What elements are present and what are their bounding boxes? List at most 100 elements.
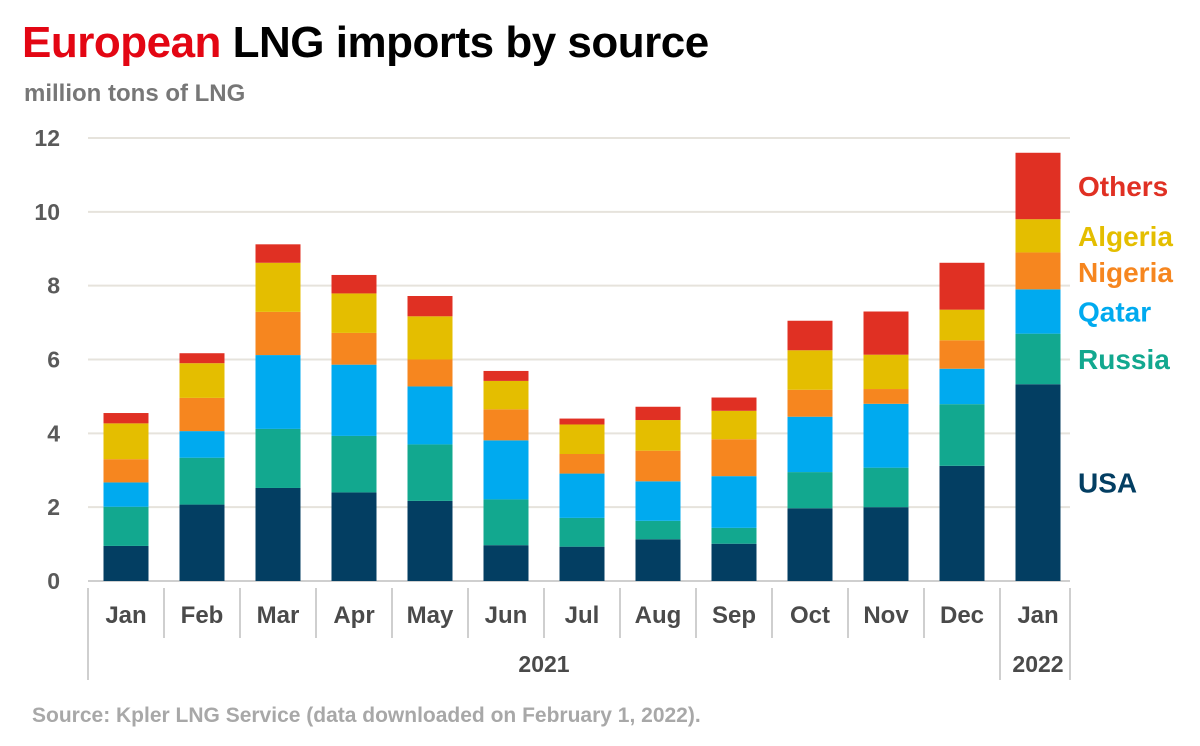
bar-segment-others [331, 274, 377, 294]
year-label: 2022 [1012, 651, 1063, 677]
y-tick-label: 0 [47, 568, 60, 594]
y-tick-label: 2 [47, 494, 60, 520]
bar-segment-algeria [1015, 219, 1061, 253]
bar-segment-algeria [863, 354, 909, 390]
bar-segment-usa [635, 539, 681, 581]
y-tick-label: 4 [47, 420, 60, 446]
bar-segment-usa [179, 504, 225, 581]
bar-segment-qatar [787, 416, 833, 473]
x-tick-label: Dec [940, 602, 984, 629]
bar-segment-others [103, 413, 149, 424]
x-tick-label: Jan [105, 602, 146, 629]
legend-label-russia: Russia [1078, 344, 1170, 375]
x-tick-label: Feb [181, 602, 224, 629]
x-tick-label: Jan [1017, 602, 1058, 629]
bar-segment-usa [939, 465, 985, 581]
bar-segment-others [863, 311, 909, 355]
bar-segment-russia [255, 428, 301, 488]
bar-segment-algeria [407, 316, 453, 360]
bar-segment-algeria [331, 293, 377, 333]
chart-title-accent: European [22, 18, 221, 67]
bar-segment-others [483, 370, 529, 381]
bar-segment-russia [939, 404, 985, 466]
bar-segment-usa [483, 545, 529, 581]
bar-segment-algeria [787, 350, 833, 390]
bar-segment-russia [179, 457, 225, 505]
bar-segment-qatar [483, 440, 529, 500]
bar-segment-usa [559, 546, 605, 581]
bars [103, 152, 1061, 581]
bar-segment-nigeria [559, 454, 605, 474]
y-tick-label: 10 [34, 199, 60, 225]
bar-segment-algeria [255, 262, 301, 312]
bar-segment-others [711, 397, 757, 411]
x-tick-label: Apr [333, 602, 374, 629]
legend-label-usa: USA [1078, 468, 1137, 499]
chart-subtitle: million tons of LNG [24, 80, 246, 107]
bar-segment-nigeria [255, 311, 301, 356]
chart-title-rest: LNG imports by source [220, 18, 710, 67]
bar-segment-qatar [255, 355, 301, 429]
bar-segment-russia [331, 435, 377, 493]
x-tick-label: Mar [257, 602, 300, 629]
bar-segment-qatar [559, 473, 605, 518]
x-tick-label: Nov [863, 602, 909, 629]
bar-segment-others [407, 296, 453, 317]
bar-segment-nigeria [103, 459, 149, 483]
chart-title: European LNG imports by source [22, 18, 709, 68]
legend-label-nigeria: Nigeria [1078, 257, 1173, 288]
bar-segment-others [635, 406, 681, 421]
year-label: 2021 [518, 651, 569, 677]
bar-segment-algeria [179, 363, 225, 398]
y-tick-label: 8 [47, 273, 60, 299]
bar-segment-others [787, 320, 833, 351]
bar-segment-nigeria [1015, 252, 1061, 290]
x-axis: Jan Feb Mar Apr May Jun Jul Aug Sep Oct Nov Dec Jan 2… [87, 588, 1071, 680]
bar-segment-others [939, 262, 985, 310]
bar-segment-qatar [1015, 289, 1061, 334]
bar-segment-russia [407, 444, 453, 501]
bar-segment-algeria [559, 424, 605, 455]
bar-segment-qatar [407, 386, 453, 445]
bar-segment-russia [863, 467, 909, 508]
bar-segment-others [559, 418, 605, 425]
bar-segment-qatar [863, 403, 909, 468]
bar-segment-nigeria [939, 340, 985, 369]
bar-segment-usa [1015, 384, 1061, 581]
bar-segment-nigeria [179, 397, 225, 432]
bar-segment-others [179, 353, 225, 364]
bar-segment-nigeria [787, 389, 833, 417]
bar-segment-usa [407, 500, 453, 581]
bar-segment-nigeria [711, 439, 757, 477]
bar-segment-nigeria [635, 450, 681, 482]
bar-segment-russia [711, 527, 757, 544]
bar-segment-usa [331, 492, 377, 581]
bar-segment-algeria [635, 420, 681, 451]
bar-segment-others [255, 244, 301, 263]
x-tick-label: May [407, 602, 454, 629]
x-tick-label: Sep [712, 602, 756, 629]
bar-segment-usa [711, 543, 757, 581]
bar-segment-qatar [179, 431, 225, 458]
x-tick-label: Oct [790, 602, 830, 629]
bar-segment-russia [103, 506, 149, 546]
bar-segment-russia [559, 517, 605, 547]
source-note: Source: Kpler LNG Service (data download… [32, 704, 701, 727]
bar-segment-russia [1015, 333, 1061, 385]
bar-segment-algeria [483, 380, 529, 410]
bar-segment-algeria [103, 423, 149, 460]
legend: USA Russia Qatar Nigeria Algeria Others [1078, 171, 1173, 499]
bar-segment-qatar [939, 368, 985, 405]
bar-segment-russia [787, 472, 833, 509]
bar-segment-russia [635, 520, 681, 540]
bar-segment-usa [103, 545, 149, 581]
bar-segment-russia [483, 499, 529, 546]
x-tick-label: Jul [565, 602, 600, 629]
x-tick-label: Jun [485, 602, 528, 629]
y-tick-label: 6 [47, 347, 60, 373]
bar-segment-nigeria [483, 409, 529, 441]
bar-segment-qatar [331, 364, 377, 436]
bar-segment-algeria [939, 309, 985, 341]
bar-segment-usa [863, 507, 909, 581]
